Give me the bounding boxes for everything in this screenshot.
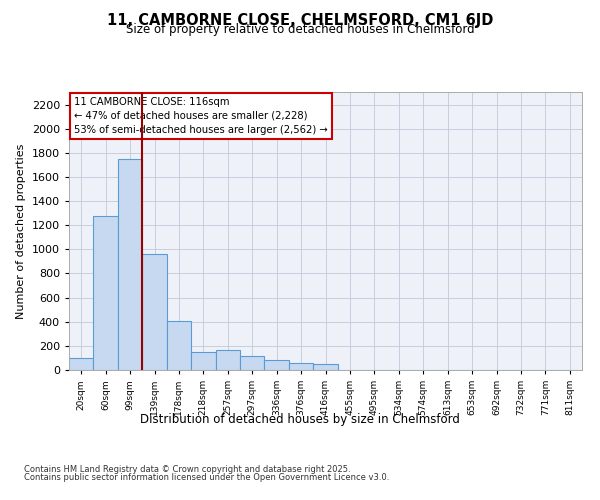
Bar [240,356,265,370]
Bar [142,254,167,370]
Bar [313,364,338,370]
Bar [69,358,94,370]
Bar [94,216,118,370]
Text: Distribution of detached houses by size in Chelmsford: Distribution of detached houses by size … [140,412,460,426]
Text: 11, CAMBORNE CLOSE, CHELMSFORD, CM1 6JD: 11, CAMBORNE CLOSE, CHELMSFORD, CM1 6JD [107,12,493,28]
Text: 11 CAMBORNE CLOSE: 116sqm
← 47% of detached houses are smaller (2,228)
53% of se: 11 CAMBORNE CLOSE: 116sqm ← 47% of detac… [74,96,328,134]
Bar [167,320,191,370]
Bar [191,352,215,370]
Text: Contains public sector information licensed under the Open Government Licence v3: Contains public sector information licen… [24,474,389,482]
Text: Size of property relative to detached houses in Chelmsford: Size of property relative to detached ho… [125,22,475,36]
Bar [215,350,240,370]
Text: Contains HM Land Registry data © Crown copyright and database right 2025.: Contains HM Land Registry data © Crown c… [24,465,350,474]
Bar [118,159,142,370]
Bar [289,364,313,370]
Y-axis label: Number of detached properties: Number of detached properties [16,144,26,319]
Bar [265,360,289,370]
